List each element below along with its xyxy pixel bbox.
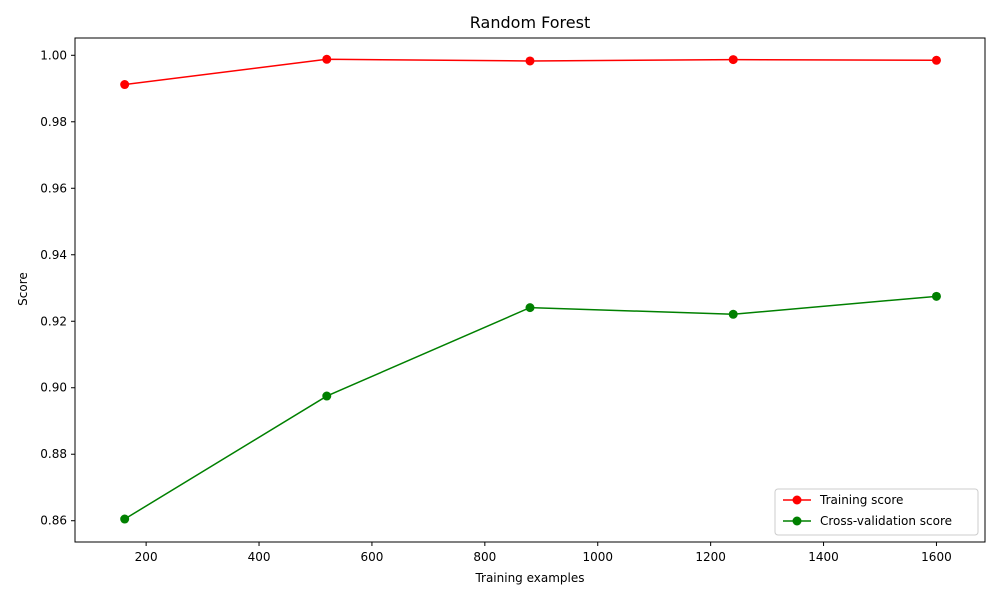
series-line-1 bbox=[124, 295, 937, 520]
y-tick-label: 1.00 bbox=[40, 48, 67, 62]
legend-marker-1 bbox=[792, 516, 802, 526]
y-tick-label: 0.86 bbox=[40, 514, 67, 528]
series-0-point bbox=[931, 55, 941, 65]
axes-frame bbox=[74, 37, 986, 543]
y-tick-label: 0.94 bbox=[40, 248, 67, 262]
x-tick-label: 1000 bbox=[582, 550, 613, 564]
legend: Training score Cross-validation score bbox=[774, 488, 979, 536]
y-tick-label: 0.88 bbox=[40, 447, 67, 461]
series-0-point bbox=[322, 54, 332, 64]
y-tick-label: 0.96 bbox=[40, 181, 67, 195]
legend-label-0: Training score bbox=[819, 493, 903, 507]
series-0-point bbox=[728, 55, 738, 65]
x-tick-label: 200 bbox=[135, 550, 158, 564]
x-tick-label: 1400 bbox=[808, 550, 839, 564]
x-tick-label: 600 bbox=[360, 550, 383, 564]
x-tick-label: 800 bbox=[473, 550, 496, 564]
series-1-point bbox=[728, 309, 738, 319]
x-axis-label: Training examples bbox=[474, 571, 584, 585]
series-0-point bbox=[120, 80, 130, 90]
x-tick-label: 400 bbox=[248, 550, 271, 564]
series-0-point bbox=[525, 56, 535, 66]
plot-area: 200 400 600 800 1000 1200 1400 1600 0.86 0.88 0.90… bbox=[40, 37, 986, 564]
chart-title: Random Forest bbox=[470, 13, 590, 32]
legend-label-1: Cross-validation score bbox=[820, 514, 952, 528]
legend-box bbox=[774, 488, 979, 536]
x-tick-label: 1200 bbox=[695, 550, 726, 564]
y-tick-label: 0.92 bbox=[40, 314, 67, 328]
y-axis-label: Score bbox=[16, 272, 30, 306]
series-1-point bbox=[525, 303, 535, 313]
series-1-point bbox=[931, 291, 941, 301]
series-1-point bbox=[322, 391, 332, 401]
y-tick-label: 0.98 bbox=[40, 115, 67, 129]
x-tick-label: 1600 bbox=[921, 550, 952, 564]
series-1-point bbox=[120, 514, 130, 524]
y-tick-label: 0.90 bbox=[40, 381, 67, 395]
legend-marker-0 bbox=[792, 495, 802, 505]
